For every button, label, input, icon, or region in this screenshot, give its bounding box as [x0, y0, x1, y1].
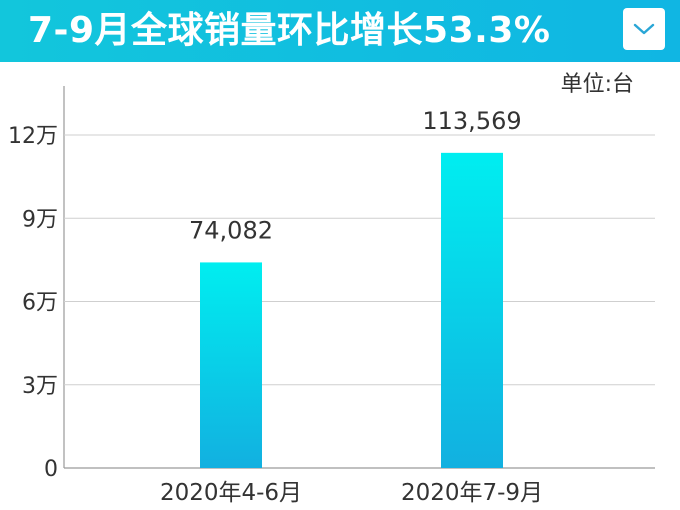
unit-label: 单位:台 [560, 72, 634, 97]
title-banner: 7-9月全球销量环比增长53.3% [0, 0, 680, 62]
y-tick-label: 0 [44, 457, 58, 482]
page-title: 7-9月全球销量环比增长53.3% [28, 10, 551, 51]
data-label: 113,569 [422, 107, 521, 135]
x-tick-label: 2020年4-6月 [160, 480, 302, 506]
y-tick-label: 12万 [8, 124, 58, 149]
chevron-down-icon [633, 23, 655, 35]
data-label: 74,082 [189, 216, 273, 244]
bar [200, 262, 262, 468]
y-tick-label: 3万 [22, 374, 58, 399]
x-tick-label: 2020年7-9月 [401, 480, 543, 506]
y-tick-label: 6万 [22, 291, 58, 316]
bar [441, 152, 503, 469]
dropdown-button[interactable] [623, 8, 665, 50]
y-tick-label: 9万 [22, 207, 58, 232]
